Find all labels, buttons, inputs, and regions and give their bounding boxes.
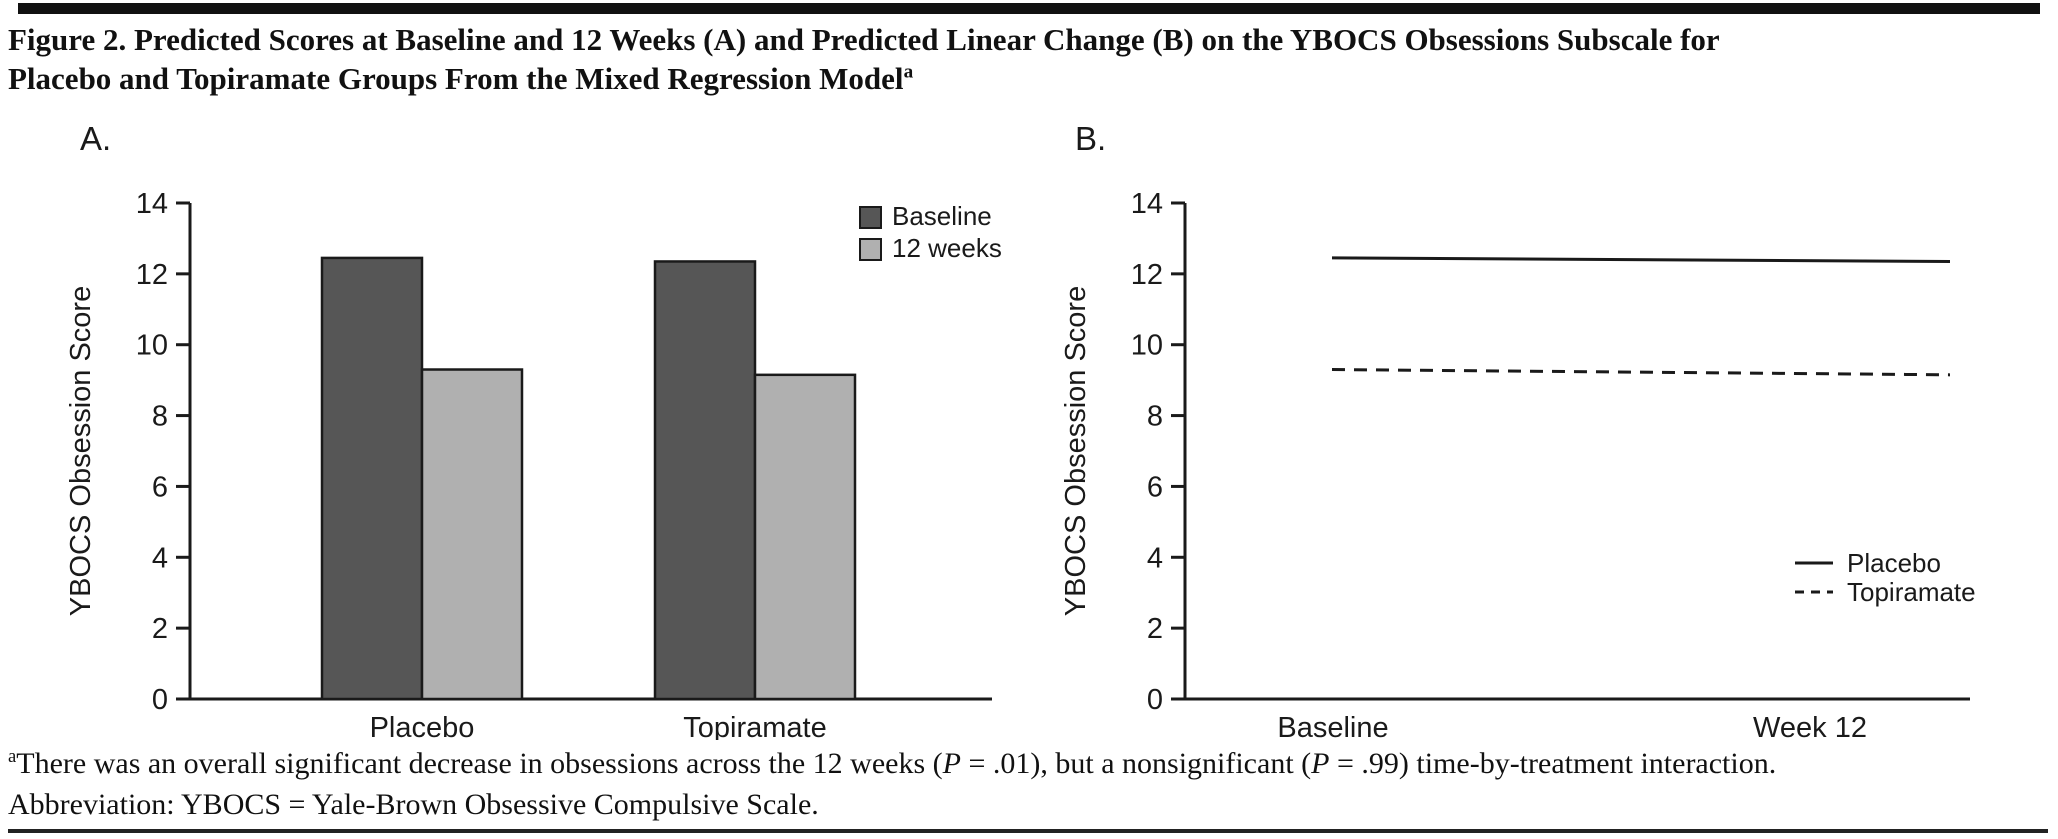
y-tick-label: 10 <box>136 330 168 362</box>
footnote-text: There was an overall significant decreas… <box>16 747 943 780</box>
figure-caption: Figure 2. Predicted Scores at Baseline a… <box>8 20 2050 98</box>
chart-panel-b: B. 0 2 4 6 8 10 12 14 YBOCS Obsession Score Basel… <box>1055 115 2005 740</box>
panel-a-label: A. <box>80 120 112 157</box>
x-category-label: Topiramate <box>683 712 826 740</box>
footnote-text: = .01), but a nonsignificant ( <box>960 747 1312 780</box>
legend-label: 12 weeks <box>892 233 1002 263</box>
legend-swatch <box>859 238 882 261</box>
bar-topiramate-baseline <box>653 260 757 701</box>
footnote-p-value-2: P <box>1311 747 1330 780</box>
figure-caption-line2: Placebo and Topiramate Groups From the M… <box>8 61 904 96</box>
y-tick-label: 10 <box>1131 330 1163 362</box>
footnote-text: = .99) time-by-treatment interaction. <box>1329 747 1777 780</box>
footnote-p-value-1: P <box>942 747 961 780</box>
line-placebo <box>1331 256 1951 263</box>
line-topiramate <box>1331 368 1951 377</box>
y-tick-label: 0 <box>152 684 168 716</box>
figure-caption-superscript: a <box>903 61 914 83</box>
legend-swatch <box>859 206 882 229</box>
y-axis-title: YBOCS Obsession Score <box>1060 286 1092 616</box>
bar-placebo-baseline <box>320 256 424 701</box>
y-tick-label: 6 <box>1147 471 1163 503</box>
figure-caption-line1: Figure 2. Predicted Scores at Baseline a… <box>8 22 1720 57</box>
y-tick-label: 8 <box>1147 401 1163 433</box>
y-tick-label: 12 <box>1131 259 1163 291</box>
footnote-abbreviation: Abbreviation: YBOCS = Yale-Brown Obsessi… <box>8 788 819 821</box>
y-tick-label: 4 <box>1147 542 1163 574</box>
legend-label: Topiramate <box>1847 577 1976 607</box>
y-tick-label: 0 <box>1147 684 1163 716</box>
y-tick-label: 6 <box>152 471 168 503</box>
x-category-label: Placebo <box>370 712 475 740</box>
legend-label: Baseline <box>892 201 992 231</box>
panel-b-label: B. <box>1075 120 1107 157</box>
x-category-label: Week 12 <box>1753 712 1867 740</box>
legend-label: Placebo <box>1847 548 1941 578</box>
top-rule <box>18 3 2040 14</box>
y-tick-label: 8 <box>152 401 168 433</box>
footnote-superscript: a <box>8 746 17 767</box>
figure-footnote: aThere was an overall significant decrea… <box>8 743 2050 825</box>
y-tick-label: 2 <box>152 613 168 645</box>
bottom-rule <box>8 829 2048 833</box>
x-category-label: Baseline <box>1277 712 1388 740</box>
y-tick-label: 12 <box>136 259 168 291</box>
y-tick-label: 14 <box>136 188 168 220</box>
y-tick-label: 14 <box>1131 188 1163 220</box>
line-chart-linear-change: 0 2 4 6 8 10 12 14 YBOCS Obsession Score Baseline… <box>1060 188 1976 740</box>
y-tick-label: 4 <box>152 542 168 574</box>
y-axis-title: YBOCS Obsession Score <box>65 286 97 616</box>
bar-placebo-12-weeks <box>420 368 524 701</box>
bar-chart-yboc-scores: 0 2 4 6 8 10 12 14 YBOCS Obsession Score Placebo T… <box>65 188 1002 740</box>
bar-topiramate-12-weeks <box>753 373 857 701</box>
chart-panel-a: A. 0 2 4 6 8 10 12 14 YBOCS Obsession Score Place… <box>60 115 1010 740</box>
y-tick-label: 2 <box>1147 613 1163 645</box>
